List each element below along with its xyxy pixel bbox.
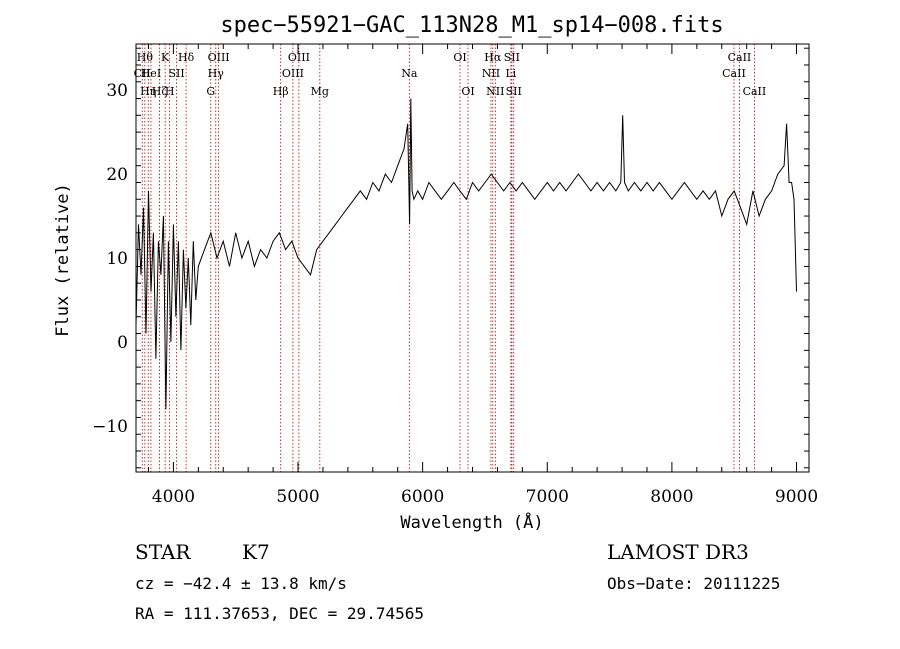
- marker-label: SII: [169, 67, 185, 80]
- marker-label: NII: [486, 85, 504, 98]
- subclass: K7: [242, 540, 270, 564]
- line-marker-labels: CII Hθ Hη HeI Hζ K H SII Hδ G Hγ OIII Hβ OIII OIII Mg Na…: [134, 51, 767, 98]
- marker-label: SII: [506, 85, 522, 98]
- marker-label: NII: [482, 67, 500, 80]
- marker-label: Hθ: [137, 51, 154, 64]
- marker-label: HeI: [141, 67, 161, 80]
- marker-label: OIII: [282, 67, 304, 80]
- y-tick-label: −10: [92, 417, 128, 437]
- spectrum-line: [135, 98, 797, 410]
- x-tick-label: 5000: [276, 487, 319, 507]
- observation-date: Obs−Date: 20111225: [607, 574, 781, 593]
- marker-label: K: [161, 51, 170, 64]
- marker-label: Hγ: [208, 67, 225, 80]
- y-tick-label: 20: [106, 165, 128, 185]
- marker-label: Li: [505, 67, 516, 80]
- object-class: STAR: [135, 540, 191, 564]
- marker-label: Hβ: [273, 85, 289, 98]
- y-axis: −10 0 10 20 30: [92, 47, 809, 469]
- marker-label: OIII: [288, 51, 310, 64]
- survey-name: LAMOST DR3: [607, 540, 749, 564]
- marker-label: G: [206, 85, 215, 98]
- marker-label: H: [165, 85, 175, 98]
- x-tick-label: 7000: [526, 487, 569, 507]
- marker-label: OI: [461, 85, 474, 98]
- x-tick-label: 8000: [650, 487, 693, 507]
- marker-label: CaII: [722, 67, 746, 80]
- y-tick-label: 0: [117, 333, 128, 353]
- marker-label: OI: [453, 51, 466, 64]
- plot-frame: [135, 43, 810, 473]
- coordinates: RA = 111.37653, DEC = 29.74565: [135, 604, 424, 623]
- y-tick-label: 10: [106, 249, 128, 269]
- x-tick-label: 6000: [401, 487, 444, 507]
- line-markers: [141, 44, 755, 472]
- chart-title: spec−55921−GAC_113N28_M1_sp14−008.fits: [220, 13, 723, 38]
- marker-label: CII: [134, 67, 151, 80]
- marker-label: Hα: [484, 51, 502, 64]
- marker-label: Hζ: [152, 85, 168, 98]
- x-tick-label: 4000: [152, 487, 195, 507]
- marker-label: CaII: [743, 85, 767, 98]
- marker-label: SII: [504, 51, 520, 64]
- marker-label: Hδ: [178, 51, 195, 64]
- marker-label: Mg: [311, 85, 329, 98]
- x-tick-label: 9000: [775, 487, 818, 507]
- marker-label: Hη: [140, 85, 156, 98]
- marker-label: CaII: [728, 51, 752, 64]
- x-axis: 4000 5000 6000 7000 8000 9000: [147, 44, 818, 507]
- x-axis-label: Wavelength (Å): [400, 511, 543, 533]
- marker-label: Na: [401, 67, 418, 80]
- redshift-velocity: cz = −42.4 ± 13.8 km/s: [135, 574, 347, 593]
- marker-label: OIII: [208, 51, 230, 64]
- y-tick-label: 30: [106, 81, 128, 101]
- y-axis-label: Flux (relative): [53, 183, 73, 337]
